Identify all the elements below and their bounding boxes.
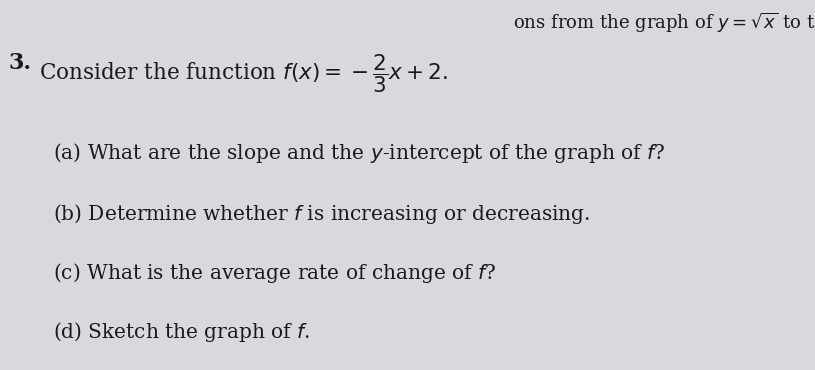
Text: (d) Sketch the graph of $f$.: (d) Sketch the graph of $f$. — [53, 320, 311, 344]
Text: 3.: 3. — [8, 52, 31, 74]
Text: (b) Determine whether $f$ is increasing or decreasing.: (b) Determine whether $f$ is increasing … — [53, 202, 590, 226]
Text: (a) What are the slope and the $y$-intercept of the graph of $f$?: (a) What are the slope and the $y$-inter… — [53, 141, 665, 165]
Text: ons from the graph of $y=\sqrt{x}$ to t: ons from the graph of $y=\sqrt{x}$ to t — [513, 11, 815, 35]
Text: Consider the function $f(x)=-\dfrac{2}{3}x+2.$: Consider the function $f(x)=-\dfrac{2}{3… — [39, 52, 448, 94]
Text: (c) What is the average rate of change of $f$?: (c) What is the average rate of change o… — [53, 261, 496, 285]
